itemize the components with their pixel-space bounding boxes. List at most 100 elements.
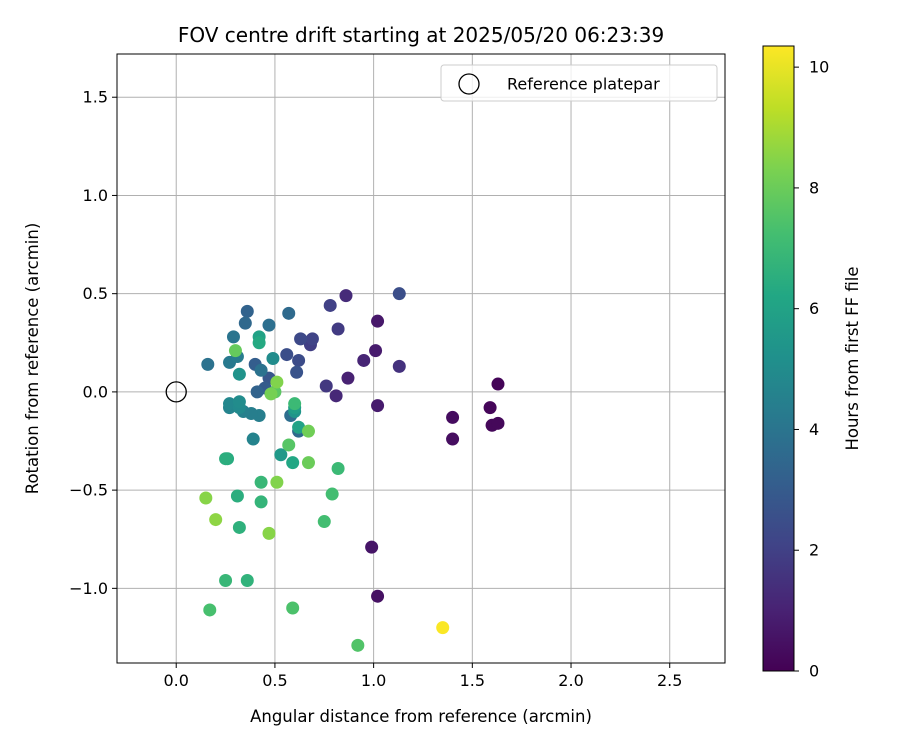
data-point — [392, 287, 406, 301]
data-point — [254, 475, 268, 489]
colorbar-ticks: 0 2 4 6 8 10 — [794, 58, 829, 681]
colorbar-tick-label: 2 — [809, 541, 819, 560]
data-point — [392, 359, 406, 373]
data-point — [262, 526, 276, 540]
data-point — [331, 322, 345, 336]
data-point — [331, 462, 345, 476]
data-point — [371, 314, 385, 328]
data-point — [323, 298, 337, 312]
y-tick-label: 1.5 — [83, 88, 108, 107]
data-point — [341, 371, 355, 385]
legend-box — [440, 64, 718, 102]
y-tick-label: 0.0 — [83, 382, 108, 401]
x-tick-label: 0.0 — [163, 671, 188, 690]
x-tick-label: 0.5 — [262, 671, 287, 690]
data-point — [292, 353, 306, 367]
data-point — [351, 638, 365, 652]
data-point — [446, 432, 460, 446]
data-point — [199, 491, 213, 505]
data-point — [230, 489, 244, 503]
colorbar-tick-label: 10 — [809, 58, 829, 77]
data-point — [282, 438, 296, 452]
data-point — [274, 448, 288, 462]
data-point — [270, 475, 284, 489]
reference-marker-group — [165, 381, 187, 403]
data-point — [250, 385, 264, 399]
data-point — [301, 456, 315, 470]
data-point — [357, 353, 371, 367]
data-point — [223, 397, 237, 411]
colorbar-tick-label: 8 — [809, 178, 819, 197]
colorbar — [763, 46, 794, 671]
y-tick-label: −0.5 — [69, 481, 108, 500]
chart-title: FOV centre drift starting at 2025/05/20 … — [178, 23, 664, 47]
data-point — [219, 452, 233, 466]
legend: Reference platepar — [440, 64, 718, 102]
data-point — [232, 395, 246, 409]
data-point — [266, 352, 280, 365]
data-point — [483, 401, 497, 415]
data-point — [325, 487, 339, 501]
data-point — [371, 399, 385, 413]
data-point — [228, 344, 242, 358]
data-point — [282, 306, 296, 320]
data-point — [329, 389, 343, 403]
colorbar-tick-label: 0 — [809, 662, 819, 681]
data-point — [252, 336, 266, 350]
data-point — [301, 424, 315, 438]
data-point — [305, 332, 319, 346]
data-point — [446, 410, 460, 424]
data-point — [238, 316, 252, 330]
data-point — [246, 432, 260, 446]
colorbar-tick-label: 4 — [809, 420, 819, 439]
data-point — [280, 348, 294, 362]
data-point — [491, 377, 505, 391]
data-point — [292, 420, 306, 434]
y-tick-label: 1.0 — [83, 186, 108, 205]
y-tick-label: 0.5 — [83, 284, 108, 303]
legend-marker-open-circle — [458, 73, 480, 95]
colorbar-tick-label: 6 — [809, 299, 819, 318]
axes-frame — [116, 53, 726, 664]
colorbar-frame — [762, 45, 795, 672]
data-point — [270, 375, 284, 389]
data-point — [294, 332, 308, 346]
data-point — [369, 344, 383, 358]
x-ticks: 0.0 0.5 1.0 1.5 2.0 2.5 — [163, 663, 682, 690]
data-point — [371, 589, 385, 603]
data-point — [254, 363, 268, 377]
data-point — [290, 365, 304, 379]
data-point — [286, 601, 300, 615]
y-ticks: −1.0 −0.5 0.0 0.5 1.0 1.5 — [69, 88, 117, 598]
x-axis-title: Angular distance from reference (arcmin) — [250, 707, 592, 726]
data-points — [199, 287, 505, 652]
legend-label: Reference platepar — [507, 75, 660, 94]
y-axis-title: Rotation from reference (arcmin) — [23, 223, 42, 495]
data-point — [240, 304, 254, 318]
data-point — [232, 520, 246, 534]
data-point — [226, 330, 240, 344]
y-tick-label: −1.0 — [69, 579, 108, 598]
data-point — [219, 573, 233, 587]
data-point — [317, 515, 331, 529]
reference-platepar-marker — [165, 381, 187, 403]
data-point — [264, 387, 278, 401]
x-tick-label: 1.5 — [460, 671, 485, 690]
data-point — [209, 513, 223, 527]
colorbar-label: Hours from first FF file — [843, 266, 862, 450]
data-point — [203, 603, 217, 617]
data-point — [436, 621, 450, 635]
data-point — [240, 573, 254, 587]
data-point — [262, 318, 276, 332]
x-tick-label: 1.0 — [361, 671, 386, 690]
x-tick-label: 2.0 — [558, 671, 583, 690]
data-point — [232, 367, 246, 381]
data-point — [319, 379, 333, 393]
data-point — [201, 357, 215, 371]
data-point — [339, 289, 353, 303]
data-point — [491, 416, 505, 430]
data-point — [254, 495, 268, 509]
data-point — [286, 456, 300, 470]
